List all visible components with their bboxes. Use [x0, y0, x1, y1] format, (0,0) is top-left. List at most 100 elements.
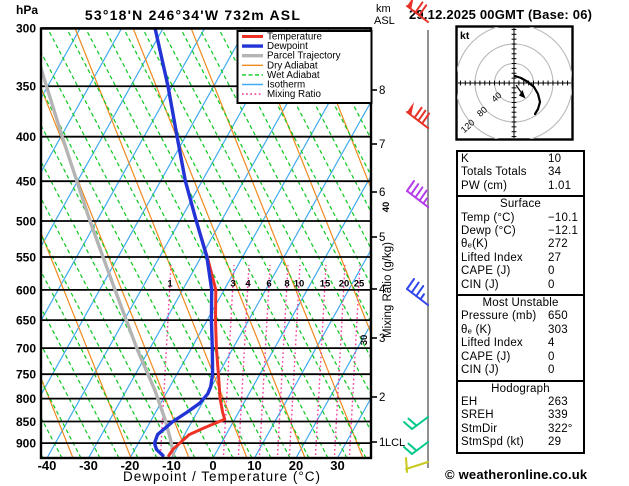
wind-barb-stroke	[421, 112, 431, 125]
pressure-tick-label: 350	[16, 80, 36, 94]
wet-adiabat-line	[41, 160, 196, 458]
table-row-value: 27	[548, 251, 562, 264]
mixing-ratio-value-label: 6	[266, 279, 271, 290]
table-row-label: EH	[461, 395, 478, 408]
legend-label: Dewpoint	[267, 41, 308, 52]
wind-barb-stroke	[407, 417, 418, 427]
pressure-tick-label: 550	[16, 251, 36, 265]
wind-barb	[406, 0, 429, 23]
table-row-label: PW (cm)	[461, 179, 508, 192]
pressure-tick-label: 900	[16, 437, 36, 451]
mixing-ratio-line	[159, 264, 172, 456]
wind-barb-flag	[407, 102, 414, 116]
mixing-ratio-line	[276, 264, 289, 456]
wind-barb-stroke	[403, 446, 413, 455]
pressure-tick-label: 300	[16, 22, 36, 36]
table-row-label: SREH	[461, 409, 494, 422]
sounding-curves	[41, 28, 227, 458]
wet-adiabat-line	[179, 28, 371, 396]
table-row-value: −10.1	[548, 211, 579, 224]
legend-box	[236, 30, 373, 104]
table-row-label: CAPE (J)	[461, 350, 511, 363]
mixing-ratio-value-label: 3	[230, 279, 235, 290]
table-row: Dewp (°C) −12.1	[458, 225, 583, 238]
table-row-label: θₑ (K)	[461, 323, 492, 336]
legend-label: Wet Adiabat	[267, 70, 320, 81]
wind-barb-stroke	[417, 109, 427, 122]
wet-adiabat-line	[41, 343, 101, 458]
mixing-ratio-value-label: 15	[320, 279, 331, 290]
dry-adiabat-line	[190, 28, 364, 458]
km-tick-label: 7	[379, 139, 385, 151]
run-date: 29.12.2025 00GMT (Base: 06)	[409, 7, 592, 22]
wind-barb-stroke	[406, 288, 429, 306]
wet-adiabat-line	[41, 306, 120, 458]
stats-panel: K 10 Totals Totals 34 PW (cm) 1.01 Surface Te…	[456, 150, 585, 454]
isotherm-line	[41, 28, 164, 248]
table-row-value: −12.1	[548, 225, 579, 238]
legend-label: Isotherm	[267, 80, 305, 91]
pressure-tick-label: 850	[16, 415, 36, 429]
legend-label: Mixing Ratio	[267, 89, 321, 100]
km-axis-unit: km	[376, 3, 391, 15]
wet-adiabat-line	[41, 197, 177, 458]
mixing-ratio-value-label: 20	[339, 279, 350, 290]
km-tick-label: 5	[379, 232, 385, 244]
table-row-value: 339	[548, 409, 568, 422]
table-row-value: 10	[548, 153, 562, 165]
hodograph-unit-label: kt	[460, 30, 470, 42]
table-row: Lifted Index 27	[458, 252, 583, 265]
mixing-ratio-line	[288, 264, 301, 456]
mixing-ratio-line	[348, 264, 361, 456]
table-header: Hodograph	[491, 382, 550, 395]
wind-barb-stroke	[411, 441, 429, 455]
surface-table: Surface Temp (°C) −10.1 Dewp (°C) −12.1 θₑ(K…	[456, 195, 585, 297]
table-row-label: Lifted Index	[461, 251, 523, 264]
hodograph-table: Hodograph EH 263 SREH 339 StmDir 322° StmSpd (…	[456, 379, 585, 454]
table-row: Temp (°C) −10.1	[458, 212, 583, 225]
pressure-tick-label: 450	[16, 175, 36, 189]
legend-label: Dry Adiabat	[267, 60, 318, 71]
mixing-ratio-value-label: 4	[245, 279, 251, 290]
mixing-ratio-value-label: 30	[359, 335, 370, 346]
table-row: Totals Totals 34	[458, 166, 583, 179]
table-row-label: K	[461, 153, 469, 165]
wet-adiabat-line	[84, 28, 310, 458]
wet-adiabat-line	[41, 87, 234, 458]
hodograph-ring-label: 80	[475, 105, 489, 119]
temp-tick-label: 20	[289, 458, 303, 473]
wet-adiabat-line	[122, 28, 348, 458]
wind-barb-stroke	[414, 186, 424, 199]
mixing-ratio-line	[333, 264, 346, 456]
wind-barb-stroke	[403, 421, 413, 430]
table-row-label: Lifted Index	[461, 337, 523, 350]
wet-adiabat-line	[160, 28, 371, 433]
wet-adiabat-line	[41, 270, 139, 458]
mixing-ratio-line	[222, 264, 235, 456]
wind-barb-stroke	[415, 285, 425, 298]
mixing-ratio-value-label: 10	[294, 279, 305, 290]
dry-adiabat-line	[41, 231, 132, 458]
isotherm-line	[41, 28, 123, 174]
table-row: Pressure (mb) 650	[458, 310, 583, 323]
hodograph-ring-label: 40	[489, 90, 503, 104]
table-row-label: StmSpd (kt)	[461, 436, 524, 449]
table-row-label: Totals Totals	[461, 166, 527, 179]
table-row-value: 0	[548, 265, 555, 278]
wind-barb-stroke	[418, 189, 428, 202]
dry-adiabat-line	[132, 28, 306, 458]
mixing-ratio-value-label: 8	[284, 279, 289, 290]
temp-tick-label: 0	[209, 458, 216, 473]
table-row-value: 0	[548, 364, 555, 377]
km-tick-label: 6	[379, 187, 385, 199]
station-title: 53°18'N 246°34'W 732m ASL	[85, 7, 301, 23]
pressure-tick-label: 700	[16, 342, 36, 356]
mixing-ratio-line	[237, 264, 250, 456]
wind-barb-stroke	[406, 180, 415, 192]
temp-tick-label: 10	[247, 458, 261, 473]
wind-barb-stroke	[406, 111, 429, 129]
table-row-label: CIN (J)	[461, 278, 499, 291]
wind-barb	[405, 457, 429, 473]
